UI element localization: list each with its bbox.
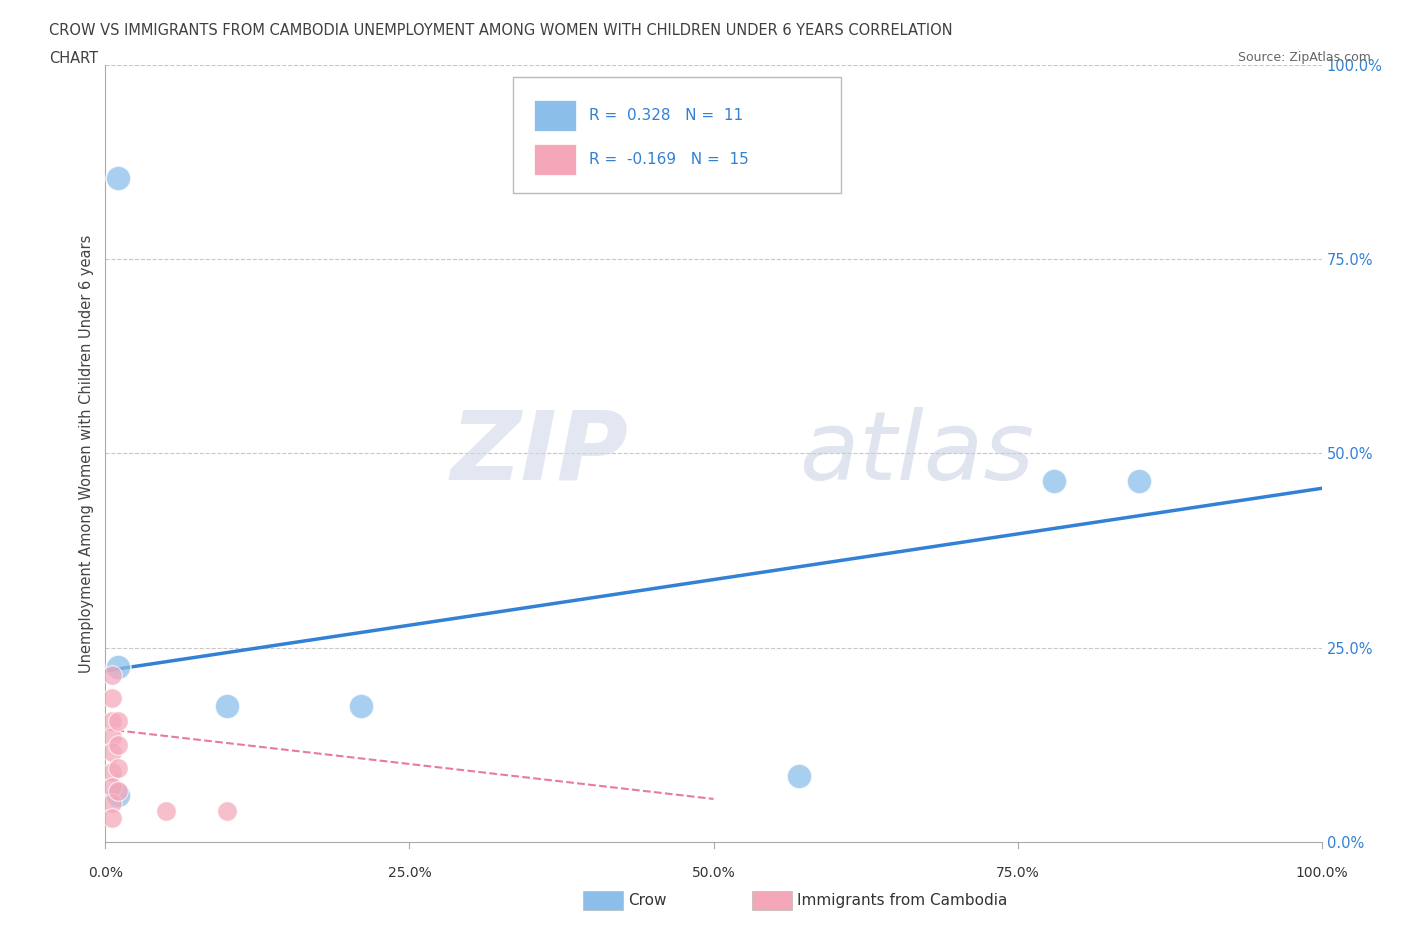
Point <box>1128 473 1150 488</box>
Point <box>107 714 129 729</box>
Point <box>107 737 129 752</box>
Point <box>107 659 129 674</box>
Point <box>107 170 129 185</box>
Y-axis label: Unemployment Among Women with Children Under 6 years: Unemployment Among Women with Children U… <box>79 234 94 672</box>
Text: atlas: atlas <box>799 407 1033 500</box>
Point <box>100 780 122 795</box>
Point <box>100 667 122 682</box>
Point <box>155 804 177 818</box>
Point <box>100 691 122 706</box>
Point <box>350 698 373 713</box>
Point <box>100 764 122 779</box>
Text: Immigrants from Cambodia: Immigrants from Cambodia <box>797 893 1008 908</box>
Point <box>100 729 122 744</box>
Point <box>100 795 122 810</box>
Point <box>217 698 239 713</box>
Text: Source: ZipAtlas.com: Source: ZipAtlas.com <box>1237 51 1371 64</box>
Text: Crow: Crow <box>628 893 666 908</box>
Text: CHART: CHART <box>49 51 98 66</box>
Point <box>107 788 129 803</box>
Text: 75.0%: 75.0% <box>995 867 1039 881</box>
Text: 50.0%: 50.0% <box>692 867 735 881</box>
Bar <box>533 100 576 131</box>
Text: ZIP: ZIP <box>450 407 628 500</box>
Point <box>1043 473 1066 488</box>
Bar <box>533 144 576 176</box>
Text: 0.0%: 0.0% <box>89 867 122 881</box>
Text: CROW VS IMMIGRANTS FROM CAMBODIA UNEMPLOYMENT AMONG WOMEN WITH CHILDREN UNDER 6 : CROW VS IMMIGRANTS FROM CAMBODIA UNEMPLO… <box>49 23 953 38</box>
Text: 25.0%: 25.0% <box>388 867 432 881</box>
Point <box>100 811 122 826</box>
FancyBboxPatch shape <box>513 77 841 193</box>
Point <box>100 714 122 729</box>
Text: R =  -0.169   N =  15: R = -0.169 N = 15 <box>589 153 749 167</box>
Point <box>107 784 129 799</box>
Text: 100.0%: 100.0% <box>1295 867 1348 881</box>
Point <box>100 745 122 760</box>
Point <box>107 761 129 776</box>
Point <box>217 804 239 818</box>
Text: R =  0.328   N =  11: R = 0.328 N = 11 <box>589 108 744 123</box>
Point <box>787 768 810 783</box>
